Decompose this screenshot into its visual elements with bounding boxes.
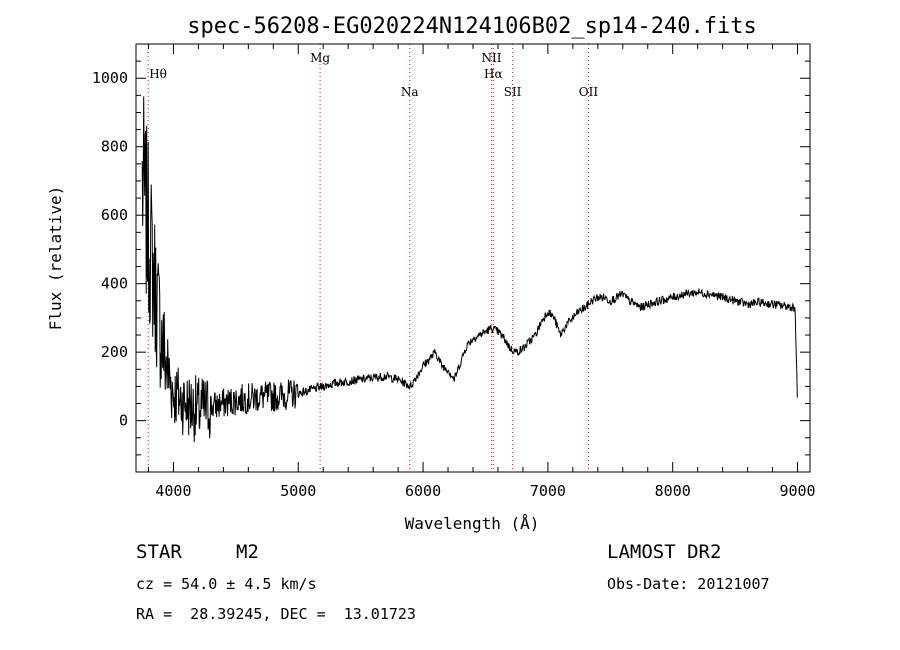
y-tick-label: 400	[101, 275, 128, 293]
observation-date: Obs-Date: 20121007	[607, 575, 770, 593]
y-tick-label: 0	[119, 412, 128, 430]
x-tick-label: 5000	[280, 482, 316, 500]
y-tick-label: 200	[101, 343, 128, 361]
spectral-line-label-0: Hθ	[149, 67, 167, 81]
redshift-cz: cz = 54.0 ± 4.5 km/s	[136, 575, 317, 593]
spectral-line-label-1: Mg	[310, 51, 330, 65]
ticks-layer: 4000 5000 6000 7000 8000 9000 0 200 400 600 800 100…	[92, 43, 816, 500]
x-tick-label: 8000	[655, 482, 691, 500]
y-tick-label: 1000	[92, 69, 128, 87]
x-tick-label: 9000	[779, 482, 815, 500]
series-layer	[141, 96, 798, 443]
object-subclass: M2	[236, 541, 259, 563]
chart-title: spec-56208-EG020224N124106B02_sp14-240.f…	[187, 14, 757, 39]
spectral-line-label-5: SII	[504, 85, 522, 99]
spectral-line-label-3: NII	[481, 51, 501, 65]
spectral-line-label-2: Na	[401, 85, 419, 99]
coordinates: RA = 28.39245, DEC = 13.01723	[136, 605, 416, 623]
x-tick-label: 6000	[405, 482, 441, 500]
x-tick-label: 7000	[530, 482, 566, 500]
y-tick-label: 800	[101, 138, 128, 156]
survey-name: LAMOST DR2	[607, 541, 722, 563]
x-axis-label: Wavelength (Å)	[405, 514, 540, 533]
object-type: STAR	[136, 541, 182, 563]
y-axis-label: Flux (relative)	[46, 186, 65, 331]
spectral-line-label-4: Hα	[484, 67, 503, 81]
y-tick-label: 600	[101, 206, 128, 224]
spectral-line-label-6: OII	[579, 85, 599, 99]
spectrum-series-line	[141, 96, 798, 443]
x-tick-label: 4000	[155, 482, 191, 500]
